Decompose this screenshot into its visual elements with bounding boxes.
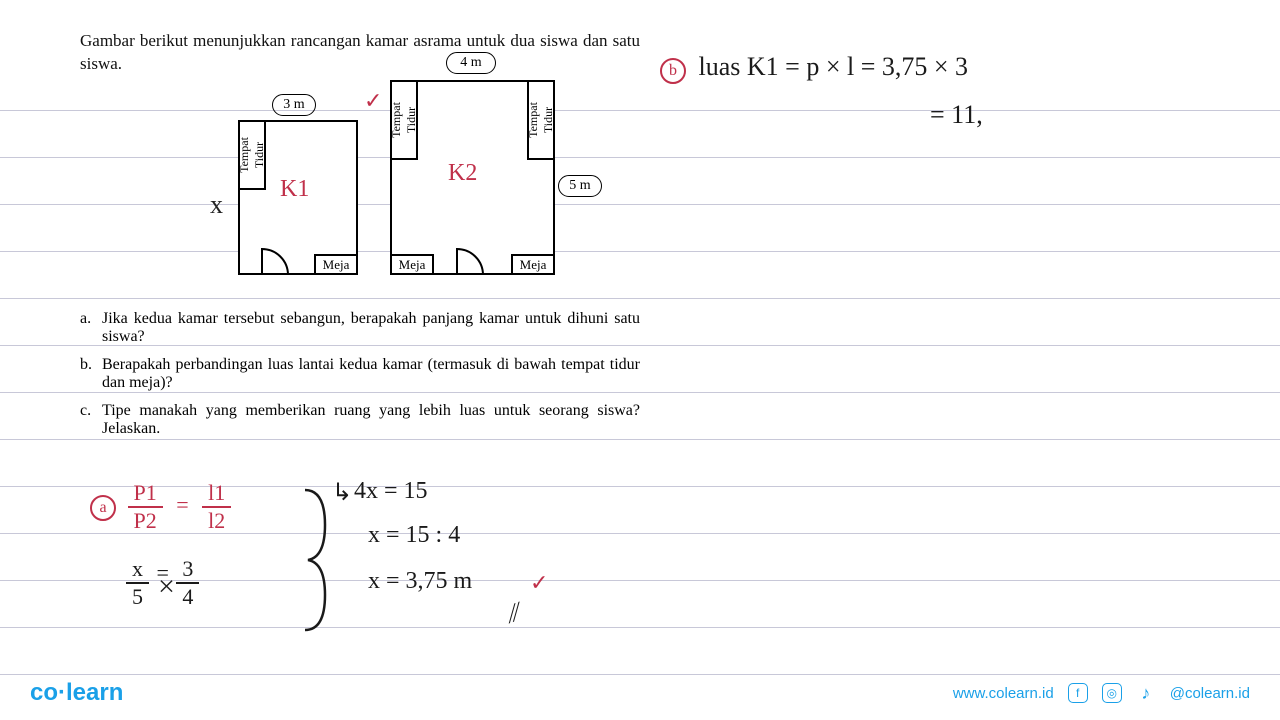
- question-b: b. Berapakah perbandingan luas lantai ke…: [80, 356, 640, 392]
- l1: l1: [202, 480, 231, 508]
- diagram: TempatTidur Meja 3 m K1 TempatTidur Temp…: [200, 80, 620, 300]
- step3-tick: ✓: [530, 570, 548, 596]
- qb-text: Berapakah perbandingan luas lantai kedua…: [102, 356, 640, 392]
- bed-label-2: TempatTidur: [389, 102, 419, 138]
- problem-block: Gambar berikut menunjukkan rancangan kam…: [80, 30, 640, 76]
- brace-icon: [300, 485, 330, 635]
- brand-right: www.colearn.id f ◎ ♪ @colearn.id: [953, 683, 1250, 703]
- room1-bed: TempatTidur: [238, 120, 266, 190]
- circle-a-icon: a: [90, 495, 116, 521]
- room2-door: [455, 247, 485, 277]
- room2-desk-right: Meja: [511, 254, 555, 275]
- frac-l1l2: l1 l2: [202, 480, 231, 534]
- room2-bed-right: TempatTidur: [527, 80, 555, 160]
- qc-text: Tipe manakah yang memberikan ruang yang …: [102, 402, 640, 438]
- room2-label: K2: [448, 160, 477, 187]
- qb-label: b.: [80, 356, 102, 392]
- question-a: a. Jika kedua kamar tersebut sebangun, b…: [80, 310, 640, 346]
- work-b-line2: = 11,: [930, 100, 983, 130]
- tick-3m: ✓: [364, 88, 382, 114]
- questions: a. Jika kedua kamar tersebut sebangun, b…: [80, 300, 640, 448]
- question-c: c. Tipe manakah yang memberikan ruang ya…: [80, 402, 640, 438]
- work-a-block: a P1 P2 = l1 l2: [90, 480, 231, 534]
- bed-label-3: TempatTidur: [526, 102, 556, 138]
- instagram-icon: ◎: [1102, 683, 1122, 703]
- qa-text: Jika kedua kamar tersebut sebangun, bera…: [102, 310, 640, 346]
- five: 5: [126, 584, 149, 610]
- brand-handle: @colearn.id: [1170, 685, 1250, 702]
- double-slash-icon: ⁄⁄: [505, 597, 523, 628]
- x: x: [126, 556, 149, 584]
- bed-label-1: TempatTidur: [237, 137, 267, 173]
- cross-multiply-icon: ×: [158, 570, 175, 604]
- room2-desk-left: Meja: [390, 254, 434, 275]
- room1-desk: Meja: [314, 254, 358, 275]
- step2: x = 15 : 4: [368, 522, 460, 549]
- brand-url: www.colearn.id: [953, 685, 1054, 702]
- dim-3m: 3 m: [272, 94, 316, 116]
- footer: co·learn www.colearn.id f ◎ ♪ @colearn.i…: [0, 678, 1280, 708]
- room2-bed-left: TempatTidur: [390, 80, 418, 160]
- step3: x = 3,75 m: [368, 568, 472, 595]
- l2: l2: [202, 508, 231, 534]
- qc-label: c.: [80, 402, 102, 438]
- frac-x5: x 5: [126, 556, 149, 610]
- qa-label: a.: [80, 310, 102, 346]
- tiktok-icon: ♪: [1136, 683, 1156, 703]
- desk-label-2: Meja: [399, 257, 426, 273]
- brand-logo: co·learn: [30, 679, 123, 707]
- step1: 4x = 15: [354, 478, 428, 505]
- room1-label: K1: [280, 176, 309, 203]
- dim-5m: 5 m: [558, 175, 602, 197]
- work-b-block: b luas K1 = p × l = 3,75 × 3: [660, 52, 968, 84]
- frac-p1p2: P1 P2: [128, 480, 163, 534]
- frac-34: 3 4: [176, 556, 199, 610]
- three: 3: [176, 556, 199, 584]
- p2: P2: [128, 508, 163, 534]
- work-b-line1: luas K1 = p × l = 3,75 × 3: [699, 52, 969, 81]
- eq1: =: [176, 492, 188, 517]
- facebook-icon: f: [1068, 683, 1088, 703]
- desk-label-1: Meja: [323, 257, 350, 273]
- circle-b-icon: b: [660, 58, 686, 84]
- logo-dot: ·: [58, 679, 66, 706]
- four: 4: [176, 584, 199, 610]
- arrow-icon: ↳: [332, 478, 352, 507]
- p1: P1: [128, 480, 163, 508]
- room1-door: [260, 247, 290, 277]
- logo-co: co: [30, 679, 58, 706]
- page: Gambar berikut menunjukkan rancangan kam…: [0, 0, 1280, 720]
- hand-x: x: [210, 190, 223, 220]
- desk-label-3: Meja: [520, 257, 547, 273]
- problem-intro: Gambar berikut menunjukkan rancangan kam…: [80, 30, 640, 76]
- logo-learn: learn: [66, 679, 123, 706]
- dim-4m: 4 m: [446, 52, 496, 74]
